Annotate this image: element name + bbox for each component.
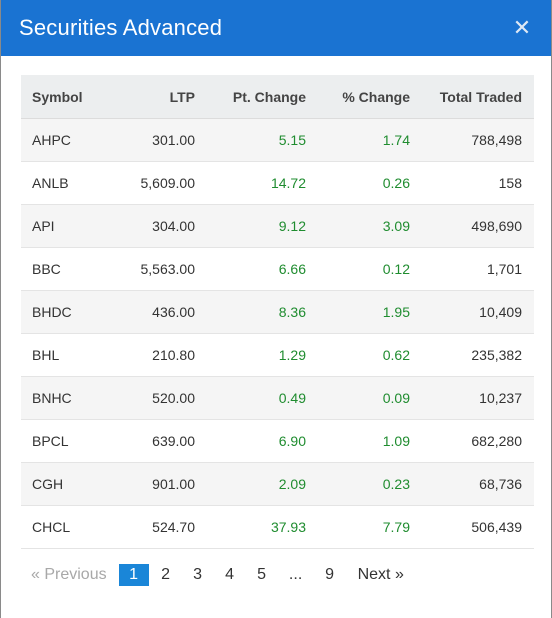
cell-pct-change: 0.23: [306, 462, 410, 506]
cell-symbol: ANLB: [21, 161, 116, 205]
cell-pct-change: 3.09: [306, 204, 410, 248]
securities-table: Symbol LTP Pt. Change % Change Total Tra…: [21, 75, 534, 549]
table-row[interactable]: BBC 5,563.00 6.66 0.12 1,701: [21, 247, 534, 291]
cell-pt-change: 5.15: [195, 118, 306, 162]
table-row[interactable]: AHPC 301.00 5.15 1.74 788,498: [21, 118, 534, 162]
cell-total-traded: 235,382: [410, 333, 534, 377]
cell-symbol: API: [21, 204, 116, 248]
cell-symbol: BPCL: [21, 419, 116, 463]
cell-pct-change: 0.09: [306, 376, 410, 420]
cell-ltp: 304.00: [116, 204, 195, 248]
cell-pt-change: 37.93: [195, 505, 306, 549]
next-page-button[interactable]: Next »: [357, 566, 404, 583]
close-icon[interactable]: ✕: [512, 15, 532, 40]
table-row[interactable]: CHCL 524.70 37.93 7.79 506,439: [21, 505, 534, 549]
table-row[interactable]: CGH 901.00 2.09 0.23 68,736: [21, 462, 534, 506]
previous-page-button[interactable]: « Previous: [31, 566, 107, 583]
cell-pt-change: 8.36: [195, 290, 306, 334]
cell-ltp: 520.00: [116, 376, 195, 420]
modal-header: Securities Advanced ✕: [1, 0, 551, 56]
table-header-row: Symbol LTP Pt. Change % Change Total Tra…: [21, 75, 534, 119]
page-button-4[interactable]: 4: [225, 566, 235, 583]
cell-symbol: BHL: [21, 333, 116, 377]
cell-symbol: CHCL: [21, 505, 116, 549]
cell-total-traded: 506,439: [410, 505, 534, 549]
page-button-2[interactable]: 2: [161, 566, 171, 583]
column-header-symbol[interactable]: Symbol: [21, 75, 116, 119]
pagination-ellipsis: ...: [288, 566, 303, 583]
modal-title: Securities Advanced: [19, 15, 223, 40]
cell-pct-change: 1.74: [306, 118, 410, 162]
page-button-3[interactable]: 3: [193, 566, 203, 583]
cell-total-traded: 682,280: [410, 419, 534, 463]
column-header-pct-change[interactable]: % Change: [306, 75, 410, 119]
cell-symbol: AHPC: [21, 118, 116, 162]
cell-pt-change: 9.12: [195, 204, 306, 248]
cell-ltp: 639.00: [116, 419, 195, 463]
cell-symbol: CGH: [21, 462, 116, 506]
cell-ltp: 210.80: [116, 333, 195, 377]
cell-ltp: 524.70: [116, 505, 195, 549]
cell-pt-change: 6.66: [195, 247, 306, 291]
cell-pt-change: 6.90: [195, 419, 306, 463]
cell-ltp: 301.00: [116, 118, 195, 162]
securities-table-container: Symbol LTP Pt. Change % Change Total Tra…: [21, 75, 534, 549]
cell-total-traded: 788,498: [410, 118, 534, 162]
table-row[interactable]: ANLB 5,609.00 14.72 0.26 158: [21, 161, 534, 205]
table-body: AHPC 301.00 5.15 1.74 788,498 ANLB 5,609.00 14.…: [21, 118, 534, 549]
cell-pt-change: 0.49: [195, 376, 306, 420]
column-header-ltp[interactable]: LTP: [116, 75, 195, 119]
cell-total-traded: 1,701: [410, 247, 534, 291]
page-button-9[interactable]: 9: [325, 566, 335, 583]
cell-symbol: BNHC: [21, 376, 116, 420]
cell-total-traded: 10,237: [410, 376, 534, 420]
cell-ltp: 901.00: [116, 462, 195, 506]
table-row[interactable]: BNHC 520.00 0.49 0.09 10,237: [21, 376, 534, 420]
cell-pt-change: 1.29: [195, 333, 306, 377]
cell-pct-change: 0.62: [306, 333, 410, 377]
page-button-5[interactable]: 5: [257, 566, 267, 583]
cell-ltp: 436.00: [116, 290, 195, 334]
cell-symbol: BBC: [21, 247, 116, 291]
cell-pct-change: 1.09: [306, 419, 410, 463]
cell-pt-change: 14.72: [195, 161, 306, 205]
cell-ltp: 5,609.00: [116, 161, 195, 205]
cell-total-traded: 10,409: [410, 290, 534, 334]
cell-total-traded: 68,736: [410, 462, 534, 506]
page-button-1[interactable]: 1: [118, 564, 149, 586]
table-row[interactable]: BPCL 639.00 6.90 1.09 682,280: [21, 419, 534, 463]
table-row[interactable]: API 304.00 9.12 3.09 498,690: [21, 204, 534, 248]
cell-ltp: 5,563.00: [116, 247, 195, 291]
cell-symbol: BHDC: [21, 290, 116, 334]
pagination: « Previous 1 2 3 4 5 ... 9 Next »: [31, 562, 404, 588]
table-row[interactable]: BHL 210.80 1.29 0.62 235,382: [21, 333, 534, 377]
column-header-total-traded[interactable]: Total Traded: [410, 75, 534, 119]
cell-pct-change: 7.79: [306, 505, 410, 549]
cell-pct-change: 0.26: [306, 161, 410, 205]
cell-total-traded: 158: [410, 161, 534, 205]
cell-pct-change: 0.12: [306, 247, 410, 291]
cell-pct-change: 1.95: [306, 290, 410, 334]
column-header-pt-change[interactable]: Pt. Change: [195, 75, 306, 119]
cell-total-traded: 498,690: [410, 204, 534, 248]
cell-pt-change: 2.09: [195, 462, 306, 506]
table-row[interactable]: BHDC 436.00 8.36 1.95 10,409: [21, 290, 534, 334]
